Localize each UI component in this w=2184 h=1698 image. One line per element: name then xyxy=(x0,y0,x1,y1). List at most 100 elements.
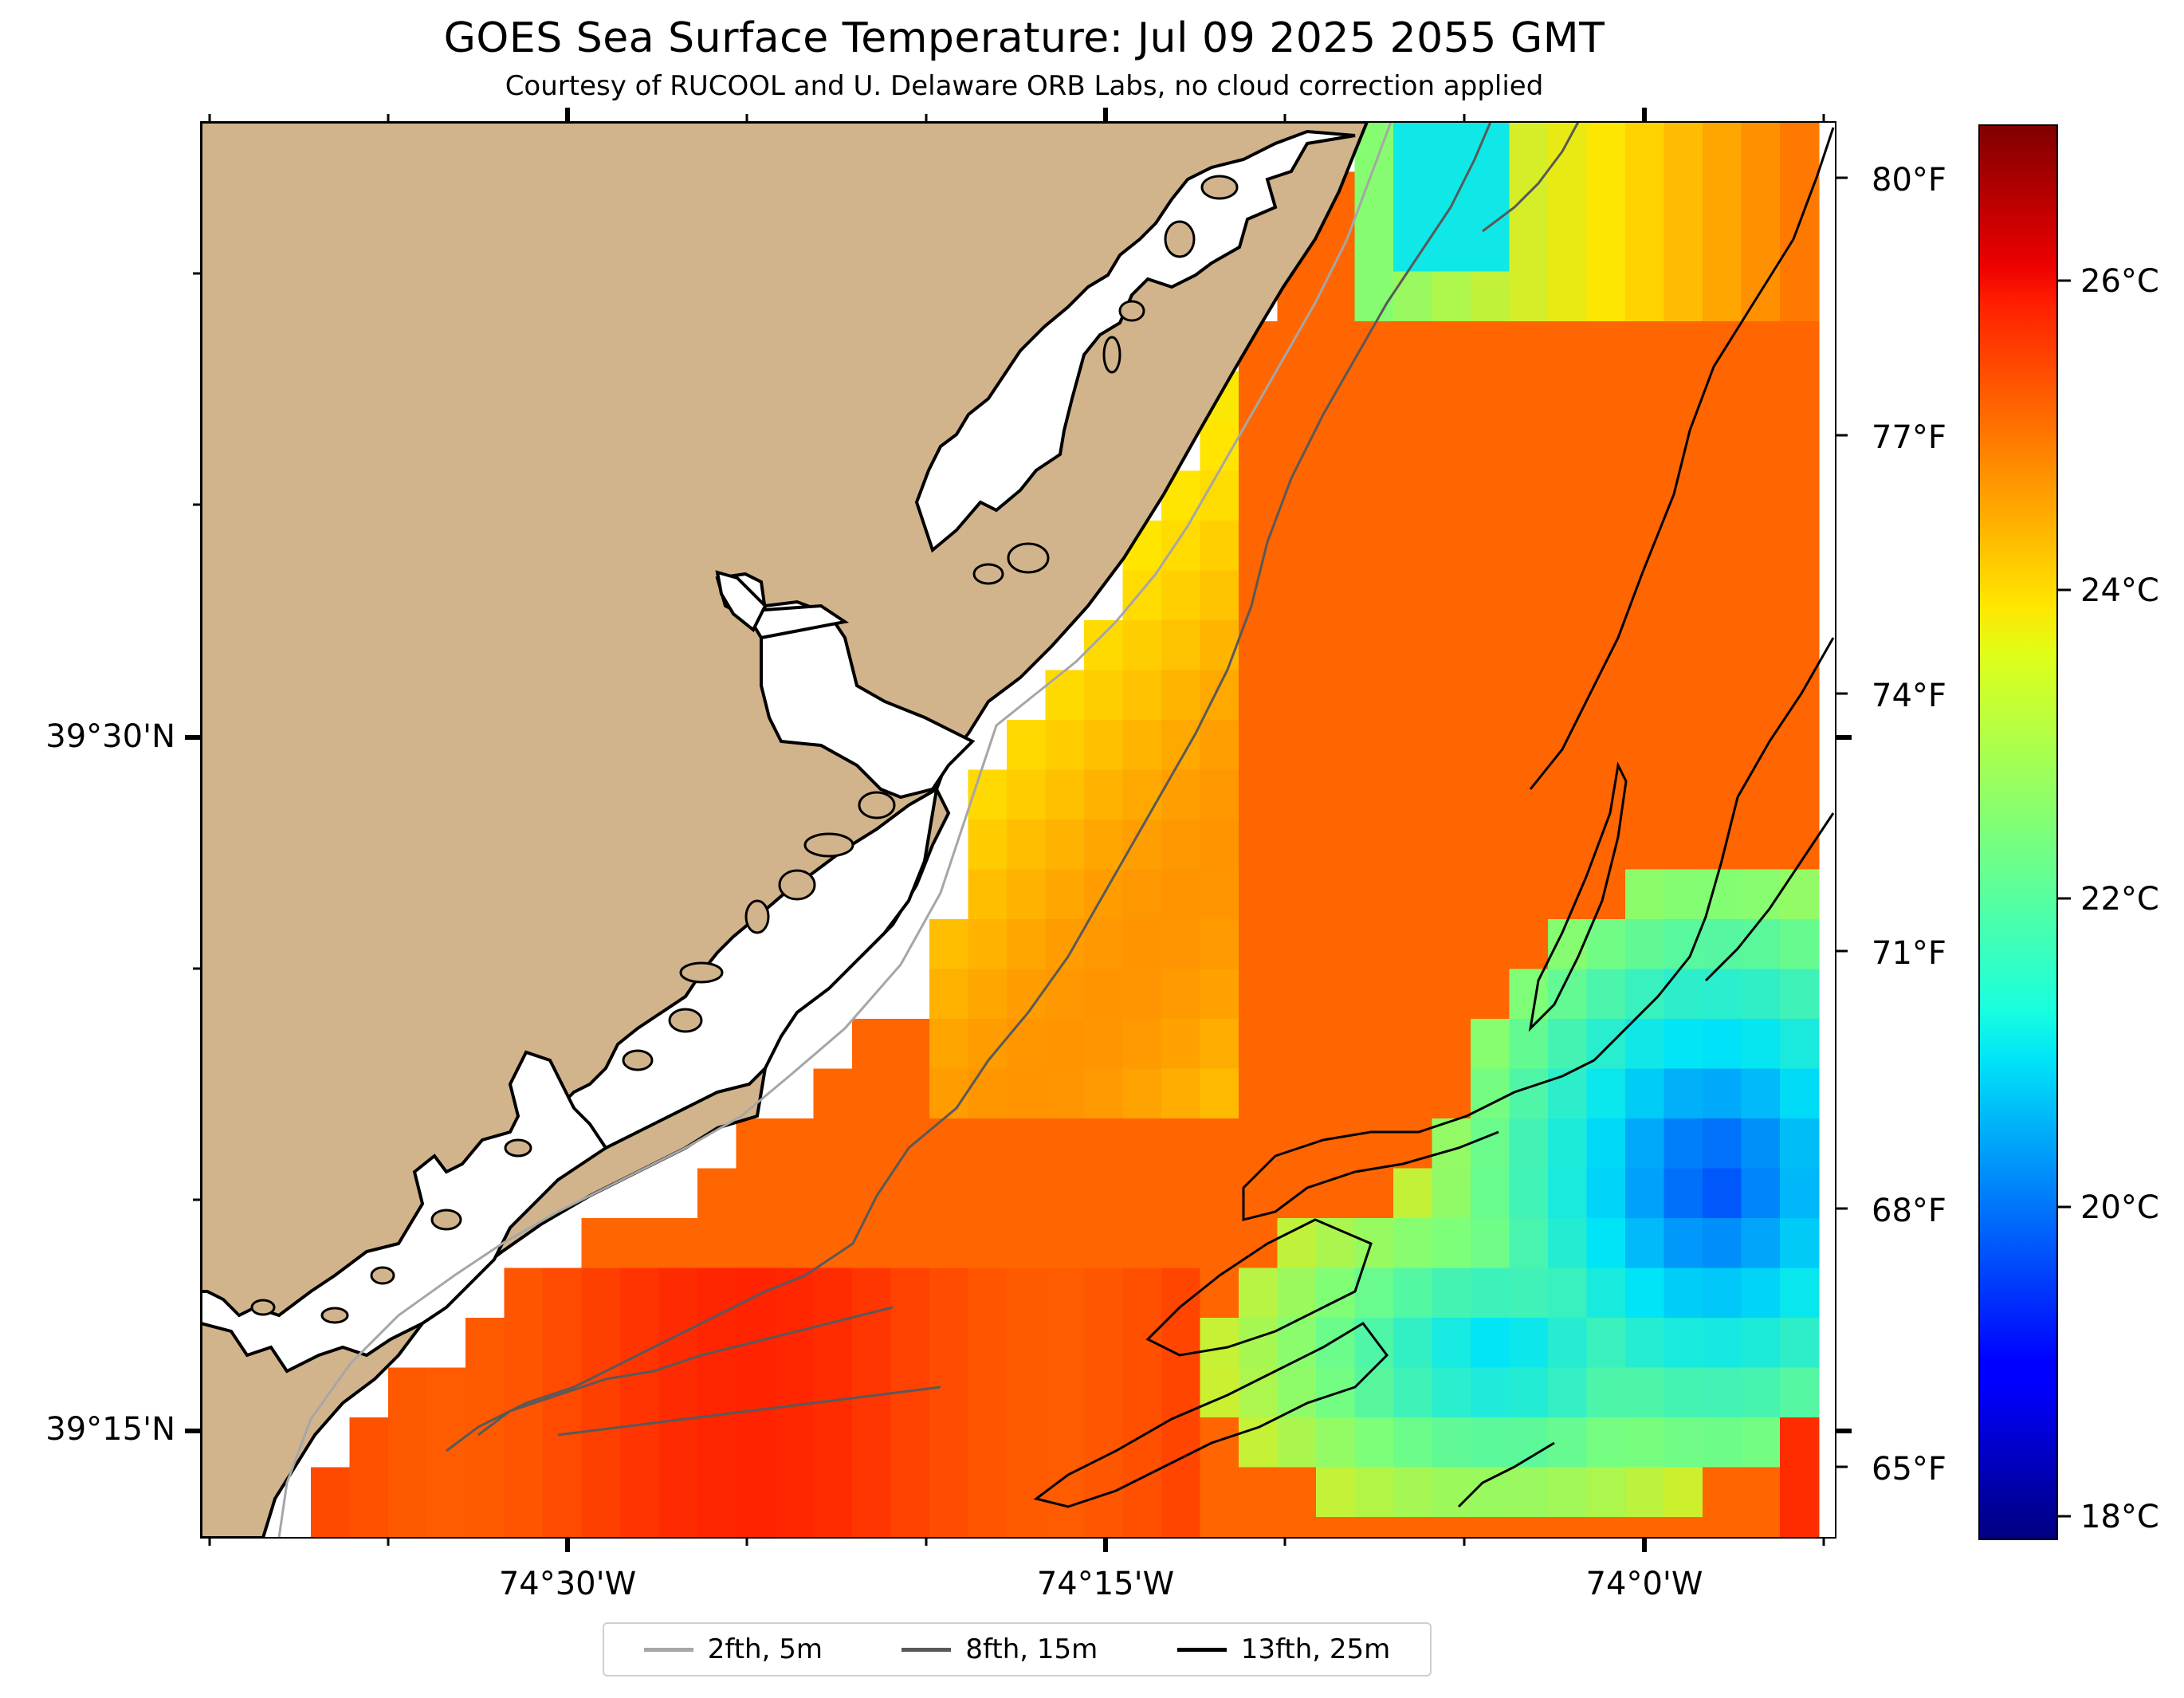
sst-cell xyxy=(697,1318,737,1369)
sst-cell xyxy=(736,1268,776,1319)
sst-cell xyxy=(1084,1118,1124,1169)
sst-cell xyxy=(1780,521,1820,572)
sst-cell xyxy=(1161,1367,1201,1418)
sst-cell xyxy=(1548,470,1588,521)
sst-cell xyxy=(1586,271,1626,322)
sst-cell xyxy=(1277,521,1317,572)
sst-cell xyxy=(1122,969,1162,1020)
sst-cell xyxy=(1780,470,1820,521)
sst-cell xyxy=(1354,1118,1394,1169)
sst-cell xyxy=(736,1318,776,1369)
sst-cell xyxy=(1277,570,1317,621)
sst-cell xyxy=(1703,570,1742,621)
sst-cell xyxy=(1007,1517,1047,1538)
sst-cell xyxy=(1393,1417,1433,1468)
sst-cell xyxy=(1703,869,1742,920)
sst-cell xyxy=(1316,720,1356,771)
sst-cell xyxy=(581,1517,621,1538)
sst-cell xyxy=(1393,1019,1433,1070)
sst-cell xyxy=(1432,1068,1471,1119)
sst-cell xyxy=(1471,1268,1510,1319)
sst-cell xyxy=(1045,1218,1085,1269)
sst-cell xyxy=(1122,1168,1162,1219)
sst-cell xyxy=(1471,1367,1510,1418)
sst-cell xyxy=(1432,670,1471,721)
sst-cell xyxy=(1432,969,1471,1020)
sst-cell xyxy=(1509,869,1549,920)
sst-cell xyxy=(1780,919,1820,970)
sst-cell xyxy=(1122,1268,1162,1319)
sst-cell xyxy=(1084,1268,1124,1319)
sst-cell xyxy=(1780,769,1820,820)
sst-cell xyxy=(658,1318,698,1369)
sst-cell xyxy=(1393,820,1433,871)
sst-cell xyxy=(1045,1019,1085,1070)
sst-cell xyxy=(1703,1118,1742,1169)
sst-cell xyxy=(968,769,1008,820)
sst-cell xyxy=(852,1517,892,1538)
sst-cell xyxy=(658,1268,698,1319)
sst-cell xyxy=(1277,1218,1317,1269)
sst-cell xyxy=(1780,1467,1820,1518)
sst-cell xyxy=(504,1517,544,1538)
sst-cell xyxy=(1354,1467,1394,1518)
sst-cell xyxy=(426,1367,466,1418)
sst-cell xyxy=(1471,1218,1510,1269)
sst-cell xyxy=(1239,470,1279,521)
sst-cell xyxy=(1200,1019,1239,1070)
sst-cell xyxy=(1471,869,1510,920)
sst-cell xyxy=(1393,1367,1433,1418)
f-label-80: 80°F xyxy=(1872,162,1946,198)
sst-cell xyxy=(1741,1268,1781,1319)
sst-cell xyxy=(1161,1019,1201,1070)
sst-cell xyxy=(1625,969,1665,1020)
sst-cell xyxy=(1664,371,1703,422)
sst-cell xyxy=(968,1118,1008,1169)
sst-cell xyxy=(1277,820,1317,871)
sst-cell xyxy=(1007,869,1047,920)
f-label-68: 68°F xyxy=(1872,1193,1946,1229)
sst-cell xyxy=(1548,820,1588,871)
sst-cell xyxy=(813,1367,853,1418)
sst-cell xyxy=(1316,1068,1356,1119)
sst-cell xyxy=(1664,670,1703,721)
sst-cell xyxy=(1200,1118,1239,1169)
sst-cell xyxy=(1393,869,1433,920)
sst-cell xyxy=(890,1168,930,1219)
sst-cell xyxy=(736,1517,776,1538)
sst-cell xyxy=(775,1417,815,1468)
sst-cell xyxy=(1045,869,1085,920)
sst-cell xyxy=(1045,1417,1085,1468)
sst-cell xyxy=(1277,720,1317,771)
sst-cell xyxy=(504,1467,544,1518)
sst-cell xyxy=(1122,769,1162,820)
sst-cell xyxy=(1393,570,1433,621)
sst-cell xyxy=(1703,1417,1742,1468)
sst-cell xyxy=(1393,421,1433,472)
sst-cell xyxy=(1393,371,1433,422)
sst-cell xyxy=(1393,271,1433,322)
sst-cell xyxy=(1509,1268,1549,1319)
sst-cell xyxy=(1664,1118,1703,1169)
sst-cell xyxy=(1161,1417,1201,1468)
sst-cell xyxy=(775,1467,815,1518)
sst-cell xyxy=(1316,1467,1356,1518)
sst-cell xyxy=(1471,271,1510,322)
c-label-20: 20°C xyxy=(2080,1189,2159,1226)
sst-cell xyxy=(1548,371,1588,422)
sst-cell xyxy=(1741,919,1781,970)
sst-cell xyxy=(736,1417,776,1468)
sst-cell xyxy=(1586,122,1626,173)
sst-cell xyxy=(1084,1467,1124,1518)
sst-cell xyxy=(1780,869,1820,920)
sst-cell xyxy=(1432,1268,1471,1319)
sst-cell xyxy=(1703,122,1742,173)
sst-cell xyxy=(1393,1168,1433,1219)
sst-cell xyxy=(1741,969,1781,1020)
sst-cell xyxy=(1625,720,1665,771)
sst-cell xyxy=(1239,1318,1279,1369)
sst-cell xyxy=(1509,321,1549,372)
sst-cell xyxy=(968,1367,1008,1418)
sst-cell xyxy=(1277,1367,1317,1418)
sst-cell xyxy=(852,1318,892,1369)
